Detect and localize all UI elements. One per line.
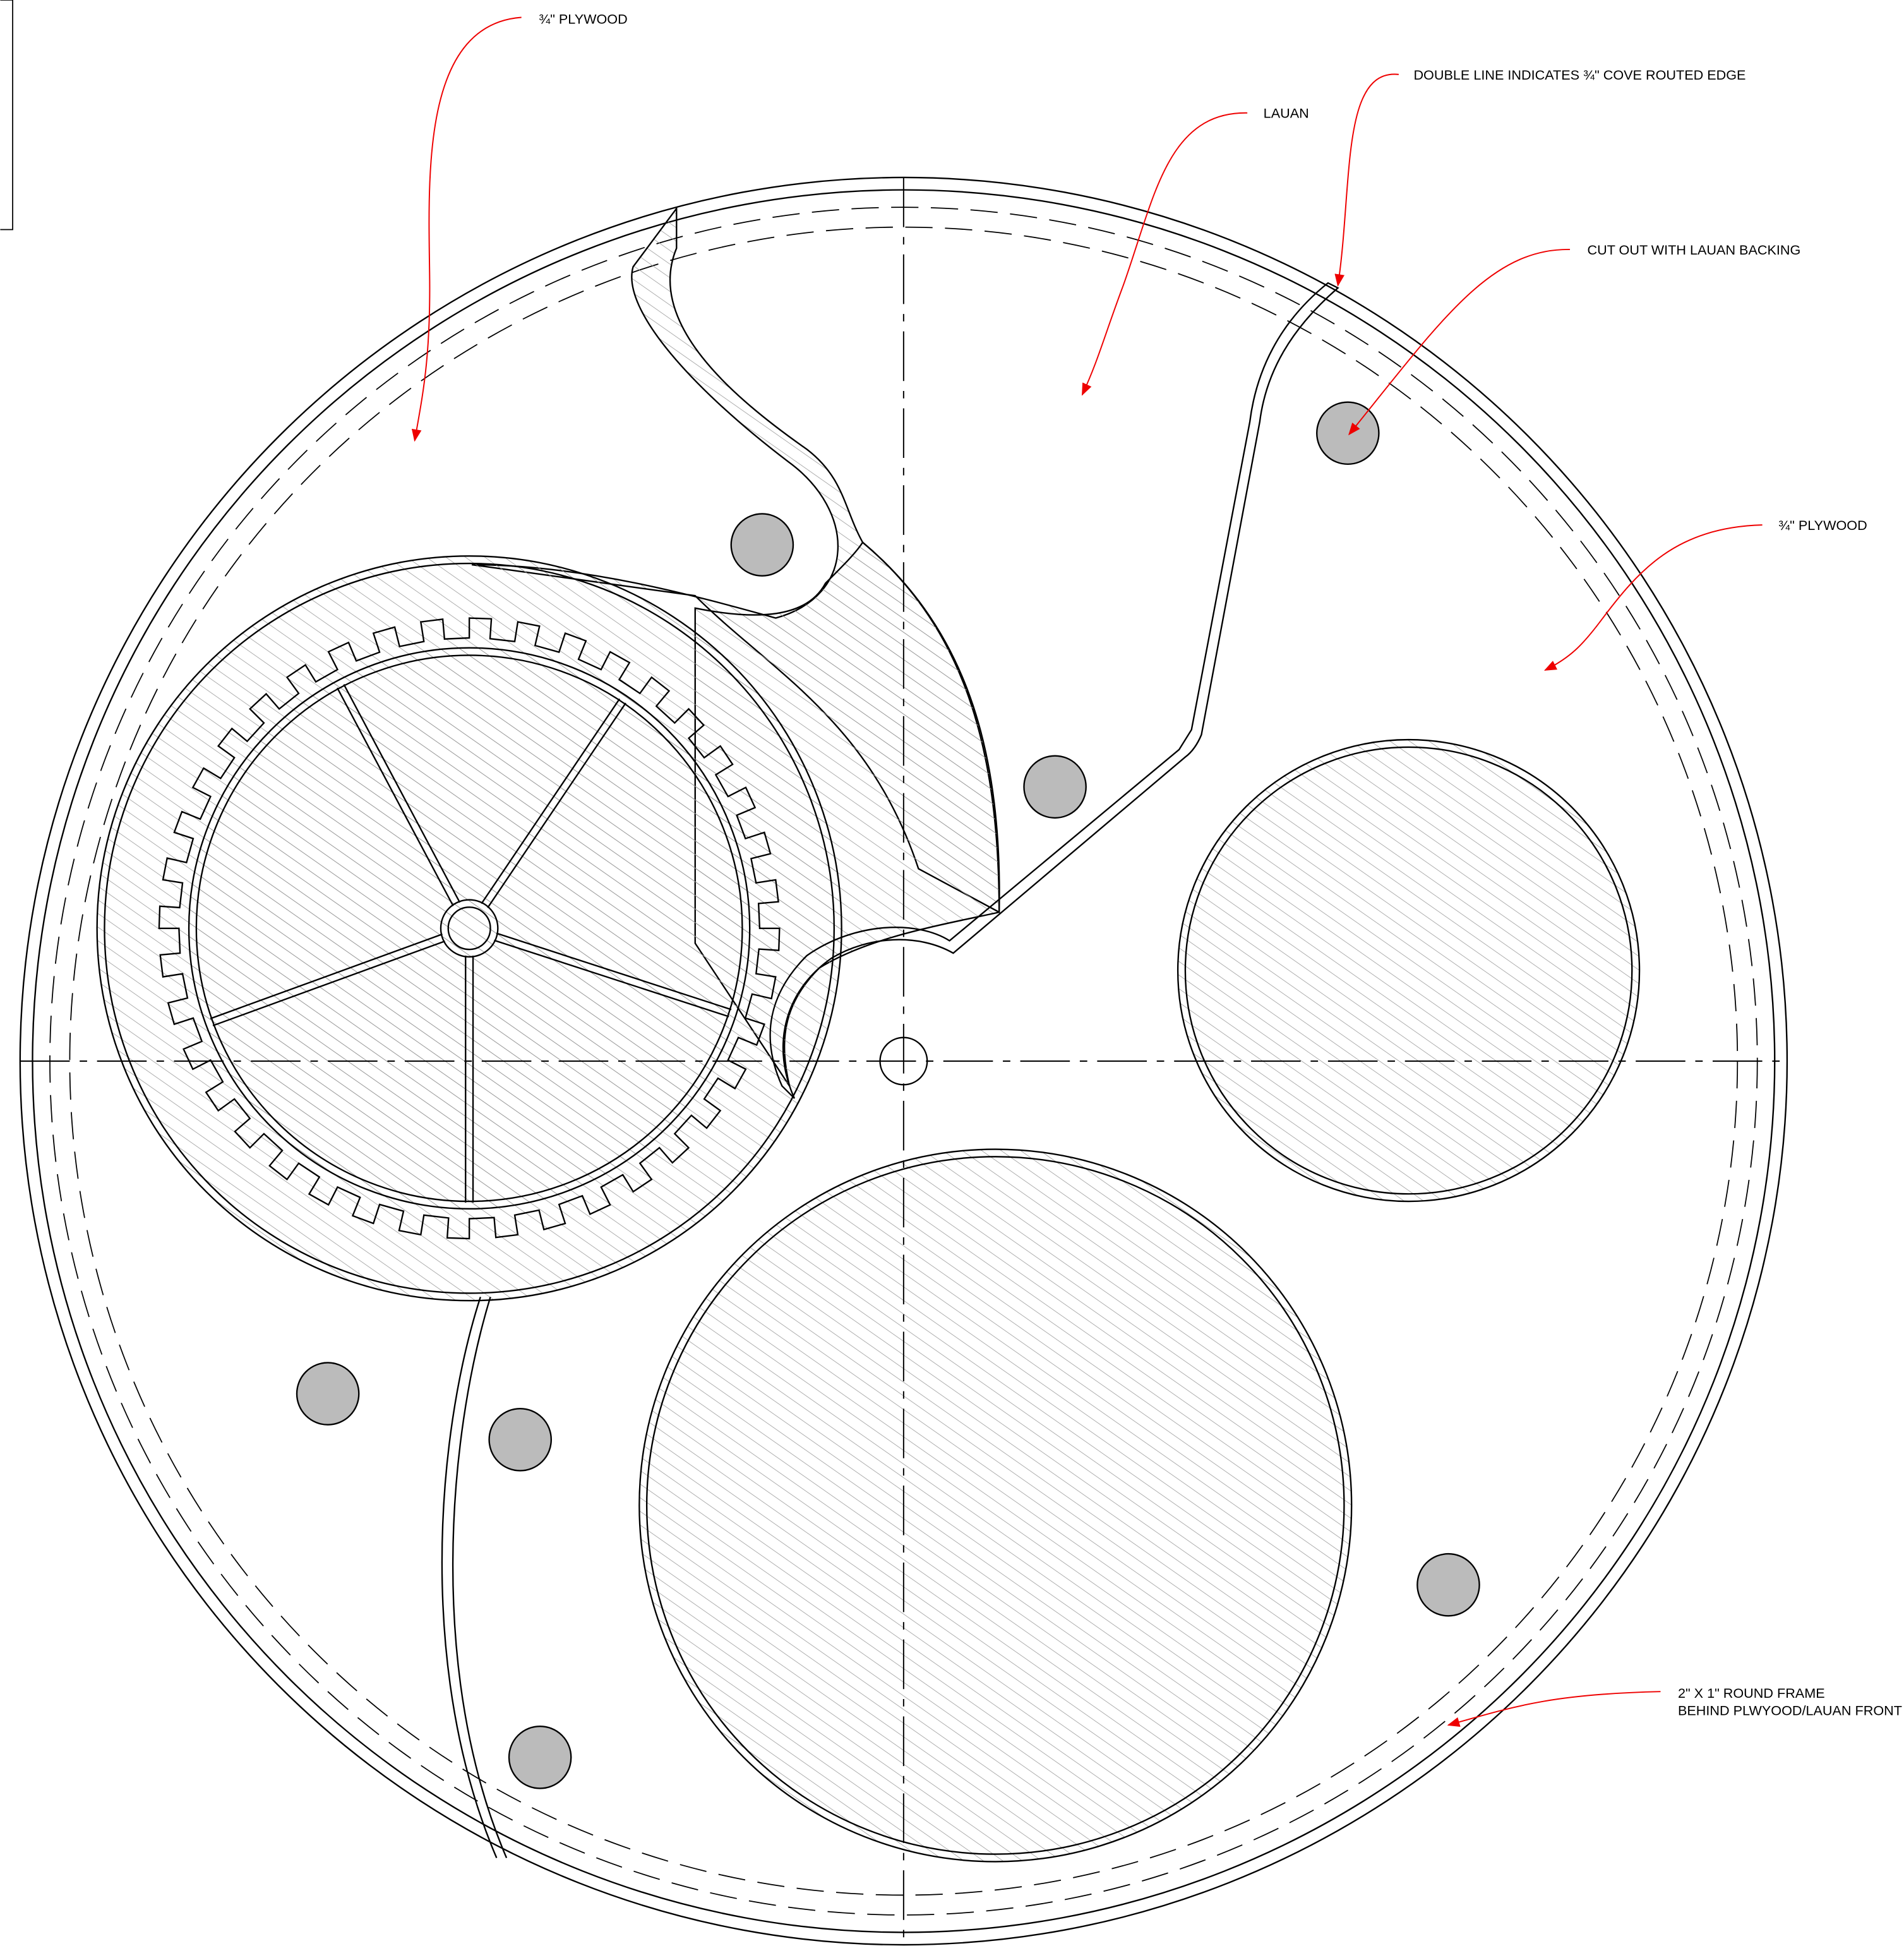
page: ¾" PLYWOOD DOUBLE LINE INDICATES ¾" COVE…	[0, 0, 1904, 1946]
fastener	[731, 514, 793, 575]
label: DOUBLE LINE INDICATES ¾" COVE ROUTED EDG…	[1413, 67, 1745, 83]
cutout	[639, 1150, 1351, 1862]
drawing: ¾" PLYWOOD DOUBLE LINE INDICATES ¾" COVE…	[0, 0, 1904, 1946]
fastener	[1317, 402, 1379, 464]
label: CUT OUT WITH LAUAN BACKING	[1588, 242, 1801, 258]
fastener	[1024, 756, 1086, 818]
fastener	[509, 1726, 571, 1788]
label: ¾" PLYWOOD	[1778, 517, 1867, 533]
fastener	[489, 1408, 551, 1470]
label: 2" X 1" ROUND FRAME	[1678, 1685, 1825, 1701]
fastener	[1417, 1554, 1479, 1616]
cutout	[1178, 740, 1639, 1201]
gear-face	[189, 648, 750, 1209]
label: LAUAN	[1264, 105, 1309, 121]
fastener	[297, 1362, 359, 1424]
label: ¾" PLYWOOD	[539, 11, 628, 27]
label: BEHIND PLWYOOD/LAUAN FRONT	[1678, 1703, 1902, 1719]
